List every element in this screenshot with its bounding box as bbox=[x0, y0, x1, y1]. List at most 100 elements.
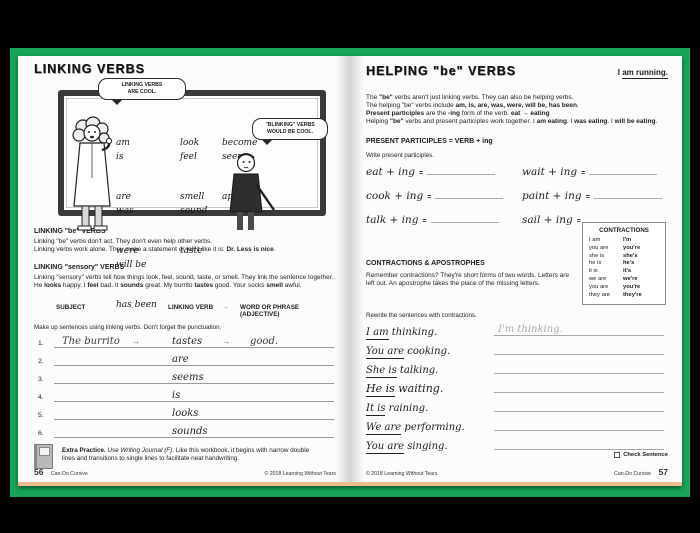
preprinted-verb: is bbox=[172, 390, 181, 401]
section-heading-linking-sensory: LINKING "sensory" VERBS bbox=[34, 264, 125, 271]
writing-line: seems bbox=[54, 370, 334, 384]
table-header-word-or-phrase: WORD OR PHRASE (ADJECTIVE) bbox=[240, 304, 300, 318]
arrow-icon: → bbox=[222, 337, 230, 346]
speech-bubble-student: "BLINKING" VERBS WOULD BE COOL. bbox=[252, 118, 328, 145]
pp-word: cook + ing bbox=[366, 190, 424, 202]
speech-bubble-teacher: LINKING VERBS ARE COOL. bbox=[98, 78, 186, 105]
speech-bubble-line: ARE COOL. bbox=[127, 89, 157, 95]
pp-row: eat + ing = wait + ing = bbox=[366, 162, 666, 180]
sentence-row-4: He is waiting. bbox=[366, 379, 666, 397]
arrow-icon: → bbox=[222, 304, 229, 311]
left-page-footer: 56 Can-Do Cursive bbox=[34, 467, 88, 477]
writing-line: sounds bbox=[54, 424, 334, 438]
board-verb-column-be: am is are was were will be has been bbox=[116, 138, 157, 310]
sample-subject: The burrito bbox=[62, 336, 120, 347]
contractions-heading: CONTRACTIONS & APOSTROPHES bbox=[366, 260, 485, 267]
table-instruction: Make up sentences using linking verbs. D… bbox=[34, 324, 222, 331]
writing-line: is bbox=[54, 388, 334, 402]
blackboard-illustration: LINKING VERBS ARE COOL. "BLINKING" VERBS… bbox=[58, 78, 328, 310]
left-page: LINKING VERBS LINKING VERBS ARE COOL. "B… bbox=[18, 56, 350, 482]
pp-word: talk + ing bbox=[366, 214, 419, 226]
linking-sensory-text-line2: He looks happy. I feel bad. It sounds gr… bbox=[34, 282, 302, 289]
contractions-text: Remember contractions? They're short for… bbox=[366, 272, 570, 288]
sentence-row-5: It is raining. bbox=[366, 398, 666, 416]
right-page: HELPING "be" VERBS I am running. The "be… bbox=[350, 56, 682, 482]
speech-bubble-line: WOULD BE COOL. bbox=[266, 129, 314, 135]
sample-answer: I'm thinking. bbox=[498, 324, 563, 335]
sentence-row-3: She is talking. bbox=[366, 360, 666, 378]
example-sentence: I am running. bbox=[617, 68, 668, 79]
check-sentence-item: Check Sentence bbox=[614, 452, 668, 458]
workbook-spread: LINKING VERBS LINKING VERBS ARE COOL. "B… bbox=[18, 56, 682, 486]
writing-line bbox=[435, 188, 504, 199]
row-number: 1. bbox=[38, 340, 44, 347]
page-title-linking-verbs: LINKING VERBS bbox=[34, 62, 145, 76]
board-verb-column-sensory: look feel smell sound taste bbox=[180, 138, 208, 256]
answer-line: I'm thinking. bbox=[494, 322, 664, 336]
answer-line bbox=[494, 360, 664, 374]
example-pre: I bbox=[617, 68, 623, 77]
answer-line bbox=[494, 398, 664, 412]
contractions-box-title: CONTRACTIONS bbox=[599, 227, 649, 234]
student-illustration bbox=[229, 153, 275, 230]
rewrite-instruction: Rewrite the sentences with contractions. bbox=[366, 312, 477, 319]
left-page-copyright: © 2018 Learning Without Tears bbox=[264, 471, 337, 477]
sentence-row-1: I am thinking. I'm thinking. bbox=[366, 322, 666, 340]
exercise-row-1: 1. The burrito → tastes → good. bbox=[34, 334, 334, 348]
extra-practice-text: Extra Practice. Use Writing Journal (F).… bbox=[62, 447, 310, 462]
speech-bubble-line: LINKING VERBS bbox=[121, 82, 163, 88]
table-header-subject: SUBJECT bbox=[56, 304, 86, 311]
writing-line bbox=[589, 164, 658, 175]
book-title: Can-Do Cursive bbox=[614, 471, 652, 477]
page-number: 57 bbox=[658, 467, 668, 477]
equals-sign: = bbox=[576, 218, 581, 225]
pp-word: sail + ing bbox=[522, 214, 573, 226]
exercise-row-4: 4. is bbox=[34, 388, 334, 402]
writing-line bbox=[427, 164, 496, 175]
row-number: 2. bbox=[38, 358, 44, 365]
arrow-icon: → bbox=[128, 304, 135, 311]
sentence-row-2: You are cooking. bbox=[366, 341, 666, 359]
equals-sign: = bbox=[427, 194, 432, 201]
exercise-row-2: 2. are bbox=[34, 352, 334, 366]
preprinted-verb: seems bbox=[172, 372, 204, 383]
checkbox-icon bbox=[614, 452, 621, 458]
preprinted-verb: tastes bbox=[172, 336, 203, 347]
helping-be-line3: Present participles are the -ing form of… bbox=[366, 110, 550, 117]
green-cover-frame: LINKING VERBS LINKING VERBS ARE COOL. "B… bbox=[10, 48, 690, 497]
pp-instruction: Write present participles. bbox=[366, 152, 434, 159]
pp-row: talk + ing = sail + ing = bbox=[366, 210, 666, 228]
book-title: Can-Do Cursive bbox=[50, 471, 88, 477]
helping-be-line4: Helping "be" verbs and present participl… bbox=[366, 118, 658, 125]
writing-line: The burrito → tastes → good. bbox=[54, 334, 334, 348]
page-number: 56 bbox=[34, 467, 44, 477]
section-heading-linking-be: LINKING "be" VERBS bbox=[34, 228, 106, 235]
sample-phrase: good. bbox=[250, 336, 279, 347]
preprinted-verb: are bbox=[172, 354, 189, 365]
sentence-row-7: You are singing. bbox=[366, 436, 666, 454]
answer-line bbox=[494, 379, 664, 393]
equals-sign: = bbox=[419, 170, 424, 177]
exercise-row-6: 6. sounds bbox=[34, 424, 334, 438]
exercise-row-5: 5. looks bbox=[34, 406, 334, 420]
helping-be-line2: The helping "be" verbs include am, is, a… bbox=[366, 102, 579, 109]
row-number: 5. bbox=[38, 412, 44, 419]
example-underlined: am running. bbox=[622, 68, 668, 79]
teacher-illustration bbox=[72, 116, 113, 231]
sentence-row-6: We are performing. bbox=[366, 417, 666, 435]
pp-row: cook + ing = paint + ing = bbox=[366, 186, 666, 204]
table-header-linking-verb: LINKING VERB bbox=[168, 304, 214, 311]
contractions-reference-box: CONTRACTIONS I am I'm you are you're she i… bbox=[582, 222, 666, 306]
answer-line bbox=[494, 341, 664, 355]
equals-sign: = bbox=[581, 170, 586, 177]
speech-bubble-line: "BLINKING" VERBS bbox=[265, 122, 315, 128]
equals-sign: = bbox=[585, 194, 590, 201]
present-participles-heading: PRESENT PARTICIPLES = VERB + ing bbox=[366, 138, 493, 145]
extra-practice-note: Extra Practice. Use Writing Journal (F).… bbox=[34, 444, 334, 469]
helping-be-line1: The "be" verbs aren't just linking verbs… bbox=[366, 94, 574, 101]
writing-line: looks bbox=[54, 406, 334, 420]
pp-word: eat + ing bbox=[366, 166, 416, 178]
writing-line bbox=[430, 212, 499, 223]
right-page-copyright: © 2018 Learning Without Tears bbox=[366, 471, 438, 477]
page-title-helping-be-verbs: HELPING "be" VERBS bbox=[366, 64, 517, 78]
